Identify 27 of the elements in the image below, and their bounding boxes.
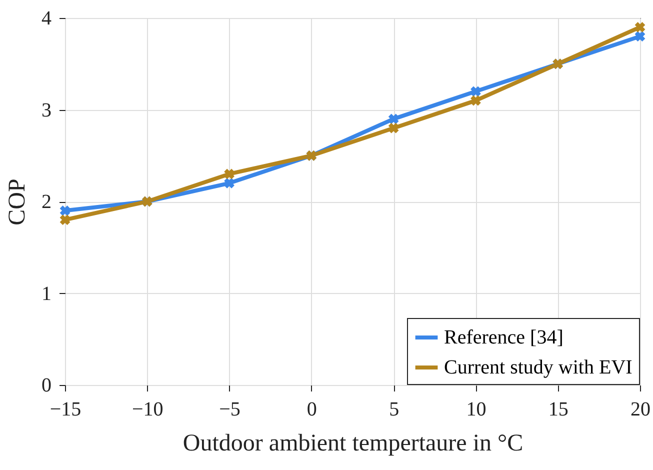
legend-label: Reference [34] (444, 326, 564, 348)
y-axis-title: COP (4, 178, 30, 226)
point (60, 214, 70, 226)
point (224, 178, 234, 188)
y-tick-label: 4 (42, 8, 52, 30)
point (470, 95, 481, 106)
point (634, 22, 646, 32)
y-tick-label: 0 (42, 374, 52, 396)
y-tick-label: 2 (42, 191, 52, 213)
x-tick-label: −15 (50, 398, 82, 420)
x-axis-title: Outdoor ambient tempertaure in °C (182, 430, 524, 456)
point (388, 114, 399, 124)
legend-label: Current study with EVI (444, 356, 632, 378)
x-tick-label: 0 (306, 398, 317, 420)
y-tick-label: 1 (42, 282, 52, 305)
y-tick-label: 3 (42, 99, 52, 122)
x-tick-label: 15 (548, 398, 568, 420)
point (634, 31, 646, 42)
x-tick-label: −5 (219, 398, 240, 420)
x-tick-label: −10 (132, 398, 164, 420)
point (60, 205, 70, 216)
x-tick-label: 5 (389, 398, 400, 420)
point (224, 168, 234, 180)
point (470, 86, 481, 97)
x-tick-label: 20 (630, 398, 650, 420)
x-tick-label: 10 (466, 398, 486, 420)
point (388, 122, 399, 134)
